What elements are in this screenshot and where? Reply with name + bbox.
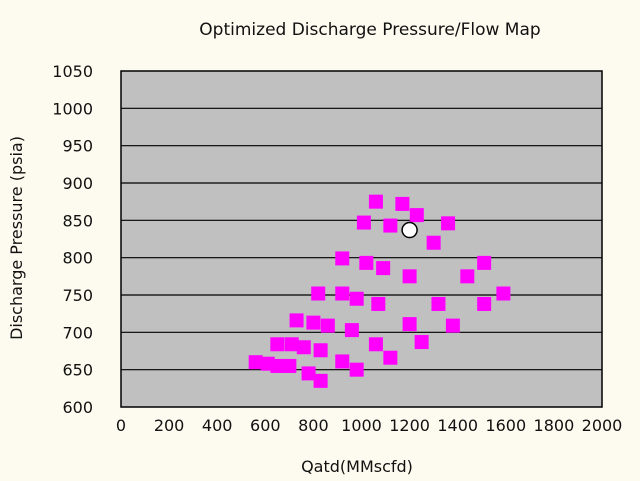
data-point-square: [349, 291, 364, 306]
data-point-square: [409, 208, 424, 223]
plot-area: [120, 70, 603, 408]
data-point-square: [445, 318, 460, 333]
data-point-square: [441, 216, 456, 231]
x-tick-label: 800: [298, 416, 329, 435]
data-point-square: [359, 255, 374, 270]
y-tick-label: 1050: [52, 62, 93, 81]
data-point-square: [426, 235, 441, 250]
y-tick-label: 800: [62, 249, 93, 268]
data-point-square: [311, 286, 326, 301]
data-point-square: [306, 315, 321, 330]
data-point-square: [270, 358, 285, 373]
data-point-square: [477, 255, 492, 270]
optimized-point-circle: [401, 221, 418, 239]
data-point-square: [270, 337, 285, 352]
x-tick-label: 2000: [582, 416, 623, 435]
x-tick-label: 200: [154, 416, 185, 435]
data-point-square: [289, 313, 304, 328]
x-axis-title: Qatd(MMscfd): [301, 457, 413, 476]
data-point-square: [284, 337, 299, 352]
x-tick-label: 1600: [485, 416, 526, 435]
data-point-square: [368, 337, 383, 352]
x-tick-label: 1400: [437, 416, 478, 435]
data-point-square: [335, 251, 350, 266]
x-tick-label: 0: [116, 416, 126, 435]
data-points: [248, 194, 511, 388]
data-point-square: [460, 269, 475, 284]
data-point-square: [414, 335, 429, 350]
data-point-square: [395, 196, 410, 211]
x-tick-label: 1000: [341, 416, 382, 435]
data-point-square: [282, 358, 297, 373]
data-point-square: [402, 269, 417, 284]
data-point-square: [301, 366, 316, 381]
data-point-square: [344, 323, 359, 338]
data-point-square: [383, 218, 398, 233]
y-tick-label: 600: [62, 398, 93, 417]
data-point-square: [320, 318, 335, 333]
data-point-square: [368, 194, 383, 209]
y-tick-label: 900: [62, 174, 93, 193]
x-tick-label: 600: [250, 416, 281, 435]
data-point-square: [383, 350, 398, 365]
data-point-square: [371, 296, 386, 311]
data-point-square: [402, 317, 417, 332]
data-point-square: [313, 373, 328, 388]
y-tick-label: 850: [62, 211, 93, 230]
data-point-square: [296, 340, 311, 355]
x-tick-label: 1800: [534, 416, 575, 435]
x-tick-label: 1200: [389, 416, 430, 435]
data-point-square: [335, 286, 350, 301]
data-point-square: [313, 343, 328, 358]
data-point-square: [349, 362, 364, 377]
data-point-square: [248, 355, 263, 370]
chart-title: Optimized Discharge Pressure/Flow Map: [199, 20, 540, 40]
x-tick-label: 400: [202, 416, 233, 435]
y-tick-label: 750: [62, 286, 93, 305]
data-point-square: [335, 354, 350, 369]
data-point-square: [376, 261, 391, 276]
y-axis-title: Discharge Pressure (psia): [7, 136, 26, 340]
data-point-square: [496, 286, 511, 301]
y-tick-label: 700: [62, 323, 93, 342]
y-tick-label: 650: [62, 361, 93, 380]
data-point-square: [477, 296, 492, 311]
y-tick-labels: 600 650 700 750 800 850 900 950 1000 1050: [52, 62, 93, 417]
y-tick-label: 950: [62, 137, 93, 156]
y-tick-label: 1000: [52, 99, 93, 118]
x-tick-labels: 0 200 400 600 800 1000 1200 1400 1600 1800 2000: [116, 416, 622, 435]
data-point-square: [431, 296, 446, 311]
data-point-square: [356, 215, 371, 230]
